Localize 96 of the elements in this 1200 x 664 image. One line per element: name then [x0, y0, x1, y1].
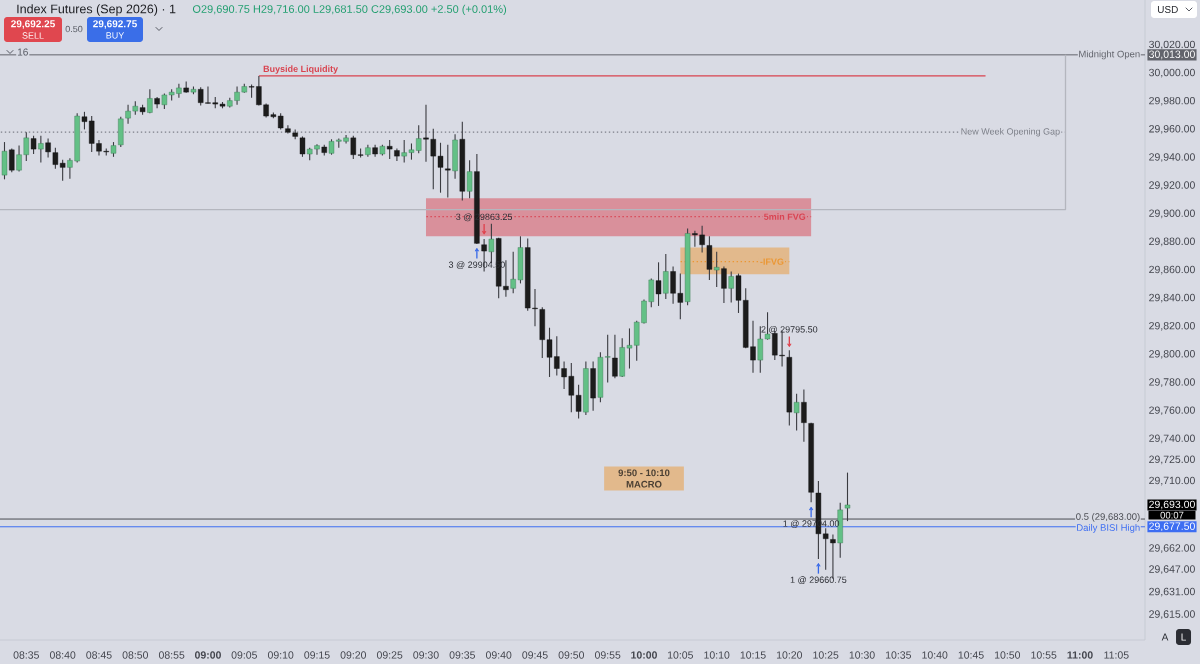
x-tick-label: 09:50: [558, 651, 585, 659]
y-tick-label: 29,647.00: [1149, 565, 1195, 575]
x-tick-label: 09:00: [194, 651, 221, 659]
y-tick-label: 29,900.00: [1149, 209, 1195, 219]
candlestick: [612, 334, 618, 379]
y-tick-label: 29,631.00: [1149, 587, 1195, 597]
x-tick-label: 09:10: [267, 651, 294, 659]
series-label: Buyside Liquidity: [263, 65, 339, 74]
candlestick: [466, 159, 473, 199]
annotation: BUY: [106, 32, 125, 39]
y-tick-label: 29,662.00: [1149, 544, 1195, 553]
y-tick-label: 30,020.00: [1149, 40, 1195, 50]
y-tick-label: 29,820.00: [1149, 321, 1195, 331]
x-tick-label: 10:35: [885, 651, 912, 659]
y-tick-label: 29,940.00: [1149, 153, 1195, 162]
x-tick-label: 10:15: [740, 651, 766, 659]
candlestick: [793, 393, 800, 431]
y-tick-label: 29,677.50: [1149, 522, 1195, 532]
x-tick-label: 09:20: [340, 651, 367, 659]
candlestick: [706, 235, 713, 281]
y-tick-label: 30,000.00: [1149, 68, 1195, 78]
chart-subtitle: O29,690.75 H29,716.00 L29,681.50 C29,693.00 +2.50 (+0.01%): [192, 4, 507, 16]
x-tick-label: 10:40: [922, 651, 948, 659]
x-tick-label: 08:35: [13, 651, 39, 659]
annotation: 16: [17, 48, 28, 56]
x-tick-label: 09:45: [522, 651, 548, 659]
x-tick-label: 08:55: [158, 651, 185, 659]
x-tick-label: 11:00: [1067, 651, 1093, 659]
annotation: SELL: [22, 32, 44, 39]
candlestick: [663, 253, 669, 300]
ref-line-label: Daily BISI High: [1077, 523, 1140, 533]
candlestick: [721, 265, 727, 304]
x-tick-label: 10:25: [813, 651, 839, 659]
y-tick-label: 29,920.00: [1149, 181, 1195, 190]
text: 00:07: [1160, 511, 1184, 519]
x-tick-label: 09:35: [449, 651, 476, 659]
candlestick: [1, 141, 8, 180]
annotation: 0.50: [65, 25, 83, 33]
candlestick: [713, 251, 720, 288]
ref-line-label: Midnight Open: [1079, 50, 1140, 60]
candlestick: [299, 135, 306, 158]
y-tick-label: 30,013.00: [1149, 50, 1195, 60]
x-tick-label: 09:05: [231, 651, 257, 659]
candlestick: [9, 147, 15, 173]
text: USD: [1157, 5, 1178, 14]
x-tick-label: 10:00: [631, 651, 657, 659]
y-tick-label: 29,740.00: [1149, 434, 1195, 444]
x-tick-label: 10:05: [667, 651, 694, 659]
y-tick-label: 29,780.00: [1149, 378, 1195, 387]
candlestick: [38, 135, 44, 163]
y-tick-label: 29,693.00: [1149, 500, 1195, 510]
text: A: [1161, 633, 1169, 641]
x-tick-label: 10:30: [849, 651, 875, 659]
y-tick-label: 29,725.00: [1149, 455, 1195, 465]
candlestick: [445, 144, 451, 199]
x-tick-label: 09:25: [376, 651, 403, 659]
x-tick-label: 10:55: [1031, 651, 1057, 659]
y-tick-label: 29,980.00: [1149, 96, 1195, 106]
y-tick-label: 29,615.00: [1149, 610, 1195, 620]
candlestick: [30, 135, 37, 155]
x-tick-label: 08:50: [122, 651, 149, 659]
candlestick: [386, 139, 393, 160]
x-tick-label: 10:20: [776, 651, 803, 659]
data-label: 2 @ 29795.50: [761, 325, 818, 334]
annotation: 9:50 - 10:10: [618, 469, 670, 477]
annotation: 29,692.25: [11, 20, 55, 29]
candlestick: [801, 389, 807, 443]
y-tick-label: 29,800.00: [1149, 350, 1195, 359]
text: L: [1181, 633, 1186, 641]
x-tick-label: 08:40: [49, 651, 76, 659]
series-label: -IFVG: [760, 258, 784, 265]
x-tick-label: 10:10: [704, 651, 730, 659]
series-label: 5min FVG: [764, 213, 806, 220]
y-tick-label: 29,960.00: [1149, 125, 1195, 134]
y-tick-label: 29,840.00: [1149, 293, 1195, 303]
x-tick-label: 09:40: [485, 651, 512, 659]
x-tick-label: 09:30: [413, 651, 439, 659]
annotation: 29,692.75: [93, 20, 137, 29]
data-label: 1 @ 29660.75: [790, 576, 847, 585]
candlestick: [655, 261, 662, 307]
x-tick-label: 09:15: [304, 651, 330, 659]
ref-line-label: 0.5 (29,683.00): [1076, 512, 1140, 522]
x-tick-label: 08:45: [86, 651, 112, 659]
x-tick-label: 11:05: [1104, 651, 1129, 659]
candlestick: [844, 472, 851, 522]
y-tick-label: 29,880.00: [1149, 237, 1195, 247]
x-tick-label: 09:55: [594, 651, 621, 659]
y-tick-label: 29,760.00: [1149, 406, 1195, 416]
series-label: New Week Opening Gap: [961, 128, 1060, 137]
x-tick-label: 10:45: [958, 651, 984, 659]
x-tick-label: 10:50: [995, 651, 1021, 659]
y-tick-label: 29,860.00: [1149, 265, 1195, 275]
candlestick: [728, 270, 734, 303]
y-tick-label: 29,710.00: [1149, 476, 1195, 486]
annotation: MACRO: [626, 480, 662, 488]
chart-title: Index Futures (Sep 2026) · 1: [17, 4, 176, 16]
